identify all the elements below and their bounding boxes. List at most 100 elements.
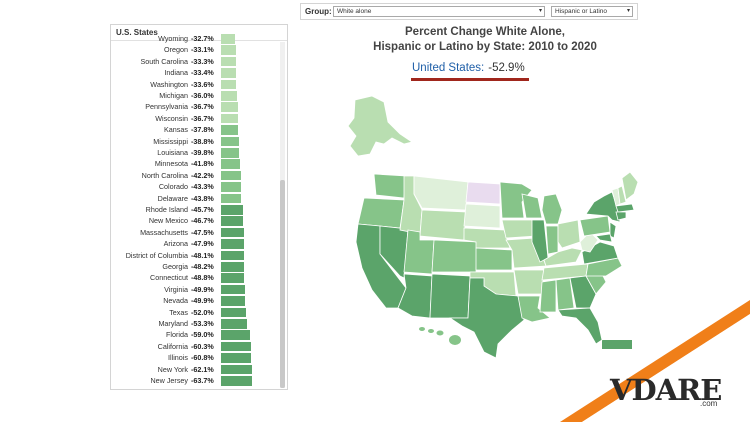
state-name: California bbox=[157, 341, 188, 351]
state-row[interactable]: Florida -59.0% bbox=[111, 329, 281, 340]
state-wyoming[interactable] bbox=[419, 209, 467, 241]
state-bar bbox=[221, 227, 244, 238]
state-row[interactable]: New Mexico -46.7% bbox=[111, 215, 281, 226]
state-row[interactable]: Virginia -49.9% bbox=[111, 284, 281, 295]
state-row[interactable]: Oregon -33.1% bbox=[111, 44, 281, 55]
state-row[interactable]: Delaware -43.8% bbox=[111, 193, 281, 204]
state-value: -32.7% bbox=[191, 34, 214, 43]
state-value: -63.7% bbox=[191, 376, 214, 385]
state-florida[interactable] bbox=[557, 307, 603, 345]
state-pennsylvania[interactable] bbox=[579, 215, 611, 237]
state-georgia[interactable] bbox=[569, 275, 597, 309]
state-south-dakota[interactable] bbox=[463, 203, 501, 229]
state-row[interactable]: Indiana -33.4% bbox=[111, 67, 281, 78]
state-name: Virginia bbox=[164, 284, 188, 294]
state-row[interactable]: South Carolina -33.3% bbox=[111, 56, 281, 67]
panel-title: U.S. States bbox=[116, 28, 158, 37]
state-row[interactable]: Louisiana -39.8% bbox=[111, 147, 281, 158]
state-row[interactable]: New Jersey -63.7% bbox=[111, 375, 281, 386]
select-value: Hispanic or Latino bbox=[555, 8, 608, 15]
state-connecticut[interactable] bbox=[615, 211, 627, 221]
state-maryland[interactable] bbox=[595, 233, 613, 243]
state-value: -45.7% bbox=[191, 205, 214, 214]
state-row[interactable]: Kansas -37.8% bbox=[111, 124, 281, 135]
state-name: Connecticut bbox=[150, 273, 188, 283]
state-row[interactable]: Arizona -47.9% bbox=[111, 238, 281, 249]
state-row[interactable]: Pennsylvania -36.7% bbox=[111, 101, 281, 112]
state-mississippi[interactable] bbox=[539, 279, 557, 313]
territory-puerto-rico[interactable] bbox=[602, 340, 632, 349]
state-new-mexico[interactable] bbox=[429, 273, 471, 319]
state-north-dakota[interactable] bbox=[465, 181, 501, 205]
state-colorado[interactable] bbox=[431, 239, 479, 273]
state-name: Minnesota bbox=[154, 159, 188, 169]
state-new-jersey[interactable] bbox=[609, 221, 617, 239]
state-row[interactable]: Georgia -48.2% bbox=[111, 261, 281, 272]
state-texas[interactable] bbox=[448, 277, 525, 359]
state-michigan[interactable] bbox=[541, 193, 563, 225]
chart-title-line-1: Percent Change White Alone, bbox=[405, 26, 565, 38]
state-alabama[interactable] bbox=[555, 277, 575, 311]
state-row[interactable]: New York -62.1% bbox=[111, 364, 281, 375]
state-massachusetts[interactable] bbox=[615, 203, 635, 213]
state-bar bbox=[221, 45, 236, 55]
state-new-hampshire[interactable] bbox=[617, 185, 627, 205]
state-row[interactable]: North Carolina -42.2% bbox=[111, 170, 281, 181]
state-kansas[interactable] bbox=[475, 247, 513, 271]
state-row[interactable]: Texas -52.0% bbox=[111, 307, 281, 318]
group-select-hispanic[interactable]: Hispanic or Latino ▾ bbox=[551, 6, 633, 17]
scrollbar-thumb[interactable] bbox=[280, 180, 285, 388]
state-row[interactable]: Massachusetts -47.5% bbox=[111, 227, 281, 238]
group-select-white-alone[interactable]: White alone ▾ bbox=[333, 6, 545, 17]
state-row[interactable]: Wisconsin -36.7% bbox=[111, 113, 281, 124]
state-value: -33.6% bbox=[191, 79, 214, 89]
state-montana[interactable] bbox=[413, 175, 469, 211]
state-indiana[interactable] bbox=[545, 225, 559, 255]
state-value: -33.4% bbox=[191, 68, 214, 78]
us-choropleth-map[interactable] bbox=[300, 82, 740, 362]
state-row[interactable]: Nevada -49.9% bbox=[111, 295, 281, 306]
state-value: -42.2% bbox=[191, 170, 214, 180]
orange-stripe bbox=[560, 300, 750, 422]
vdare-logo: VDARE bbox=[610, 373, 722, 407]
state-value: -41.8% bbox=[191, 159, 214, 169]
state-name: Louisiana bbox=[157, 148, 188, 157]
state-wisconsin[interactable] bbox=[521, 193, 543, 219]
state-value: -49.9% bbox=[191, 296, 214, 306]
state-iowa[interactable] bbox=[501, 219, 537, 239]
state-row[interactable]: Washington -33.6% bbox=[111, 79, 281, 90]
state-name: Wyoming bbox=[158, 34, 188, 43]
state-washington[interactable] bbox=[373, 173, 407, 199]
state-row[interactable]: California -60.3% bbox=[111, 341, 281, 352]
state-louisiana[interactable] bbox=[517, 295, 551, 323]
state-row[interactable]: Colorado -43.3% bbox=[111, 181, 281, 192]
state-bar bbox=[221, 376, 253, 386]
state-bar bbox=[221, 170, 241, 181]
state-hawaii[interactable] bbox=[419, 327, 461, 345]
state-minnesota[interactable] bbox=[499, 181, 533, 219]
state-bar bbox=[221, 68, 236, 78]
state-row[interactable]: District of Columbia -48.1% bbox=[111, 250, 281, 261]
state-row[interactable]: Mississippi -38.8% bbox=[111, 136, 281, 147]
state-row[interactable]: Maryland -53.3% bbox=[111, 318, 281, 329]
state-bar bbox=[221, 250, 244, 261]
state-arizona[interactable] bbox=[397, 273, 433, 319]
state-row[interactable]: Michigan -36.0% bbox=[111, 90, 281, 101]
state-row[interactable]: Wyoming -32.7% bbox=[111, 33, 281, 44]
state-row[interactable]: Minnesota -41.8% bbox=[111, 158, 281, 169]
state-alaska[interactable] bbox=[347, 95, 413, 157]
state-arkansas[interactable] bbox=[513, 269, 545, 295]
state-value: -36.7% bbox=[191, 113, 214, 123]
state-row[interactable]: Rhode Island -45.7% bbox=[111, 204, 281, 215]
state-row[interactable]: Illinois -60.8% bbox=[111, 352, 281, 363]
state-bar bbox=[221, 341, 251, 352]
state-ohio[interactable] bbox=[557, 219, 581, 249]
state-row[interactable]: Connecticut -48.8% bbox=[111, 272, 281, 283]
state-value: -46.7% bbox=[191, 216, 214, 226]
panel-divider bbox=[111, 40, 287, 41]
state-bar bbox=[221, 79, 236, 90]
state-oregon[interactable] bbox=[357, 197, 405, 229]
chart-title-line-2: Hispanic or Latino by State: 2010 to 202… bbox=[373, 41, 597, 53]
state-maine[interactable] bbox=[621, 171, 639, 201]
